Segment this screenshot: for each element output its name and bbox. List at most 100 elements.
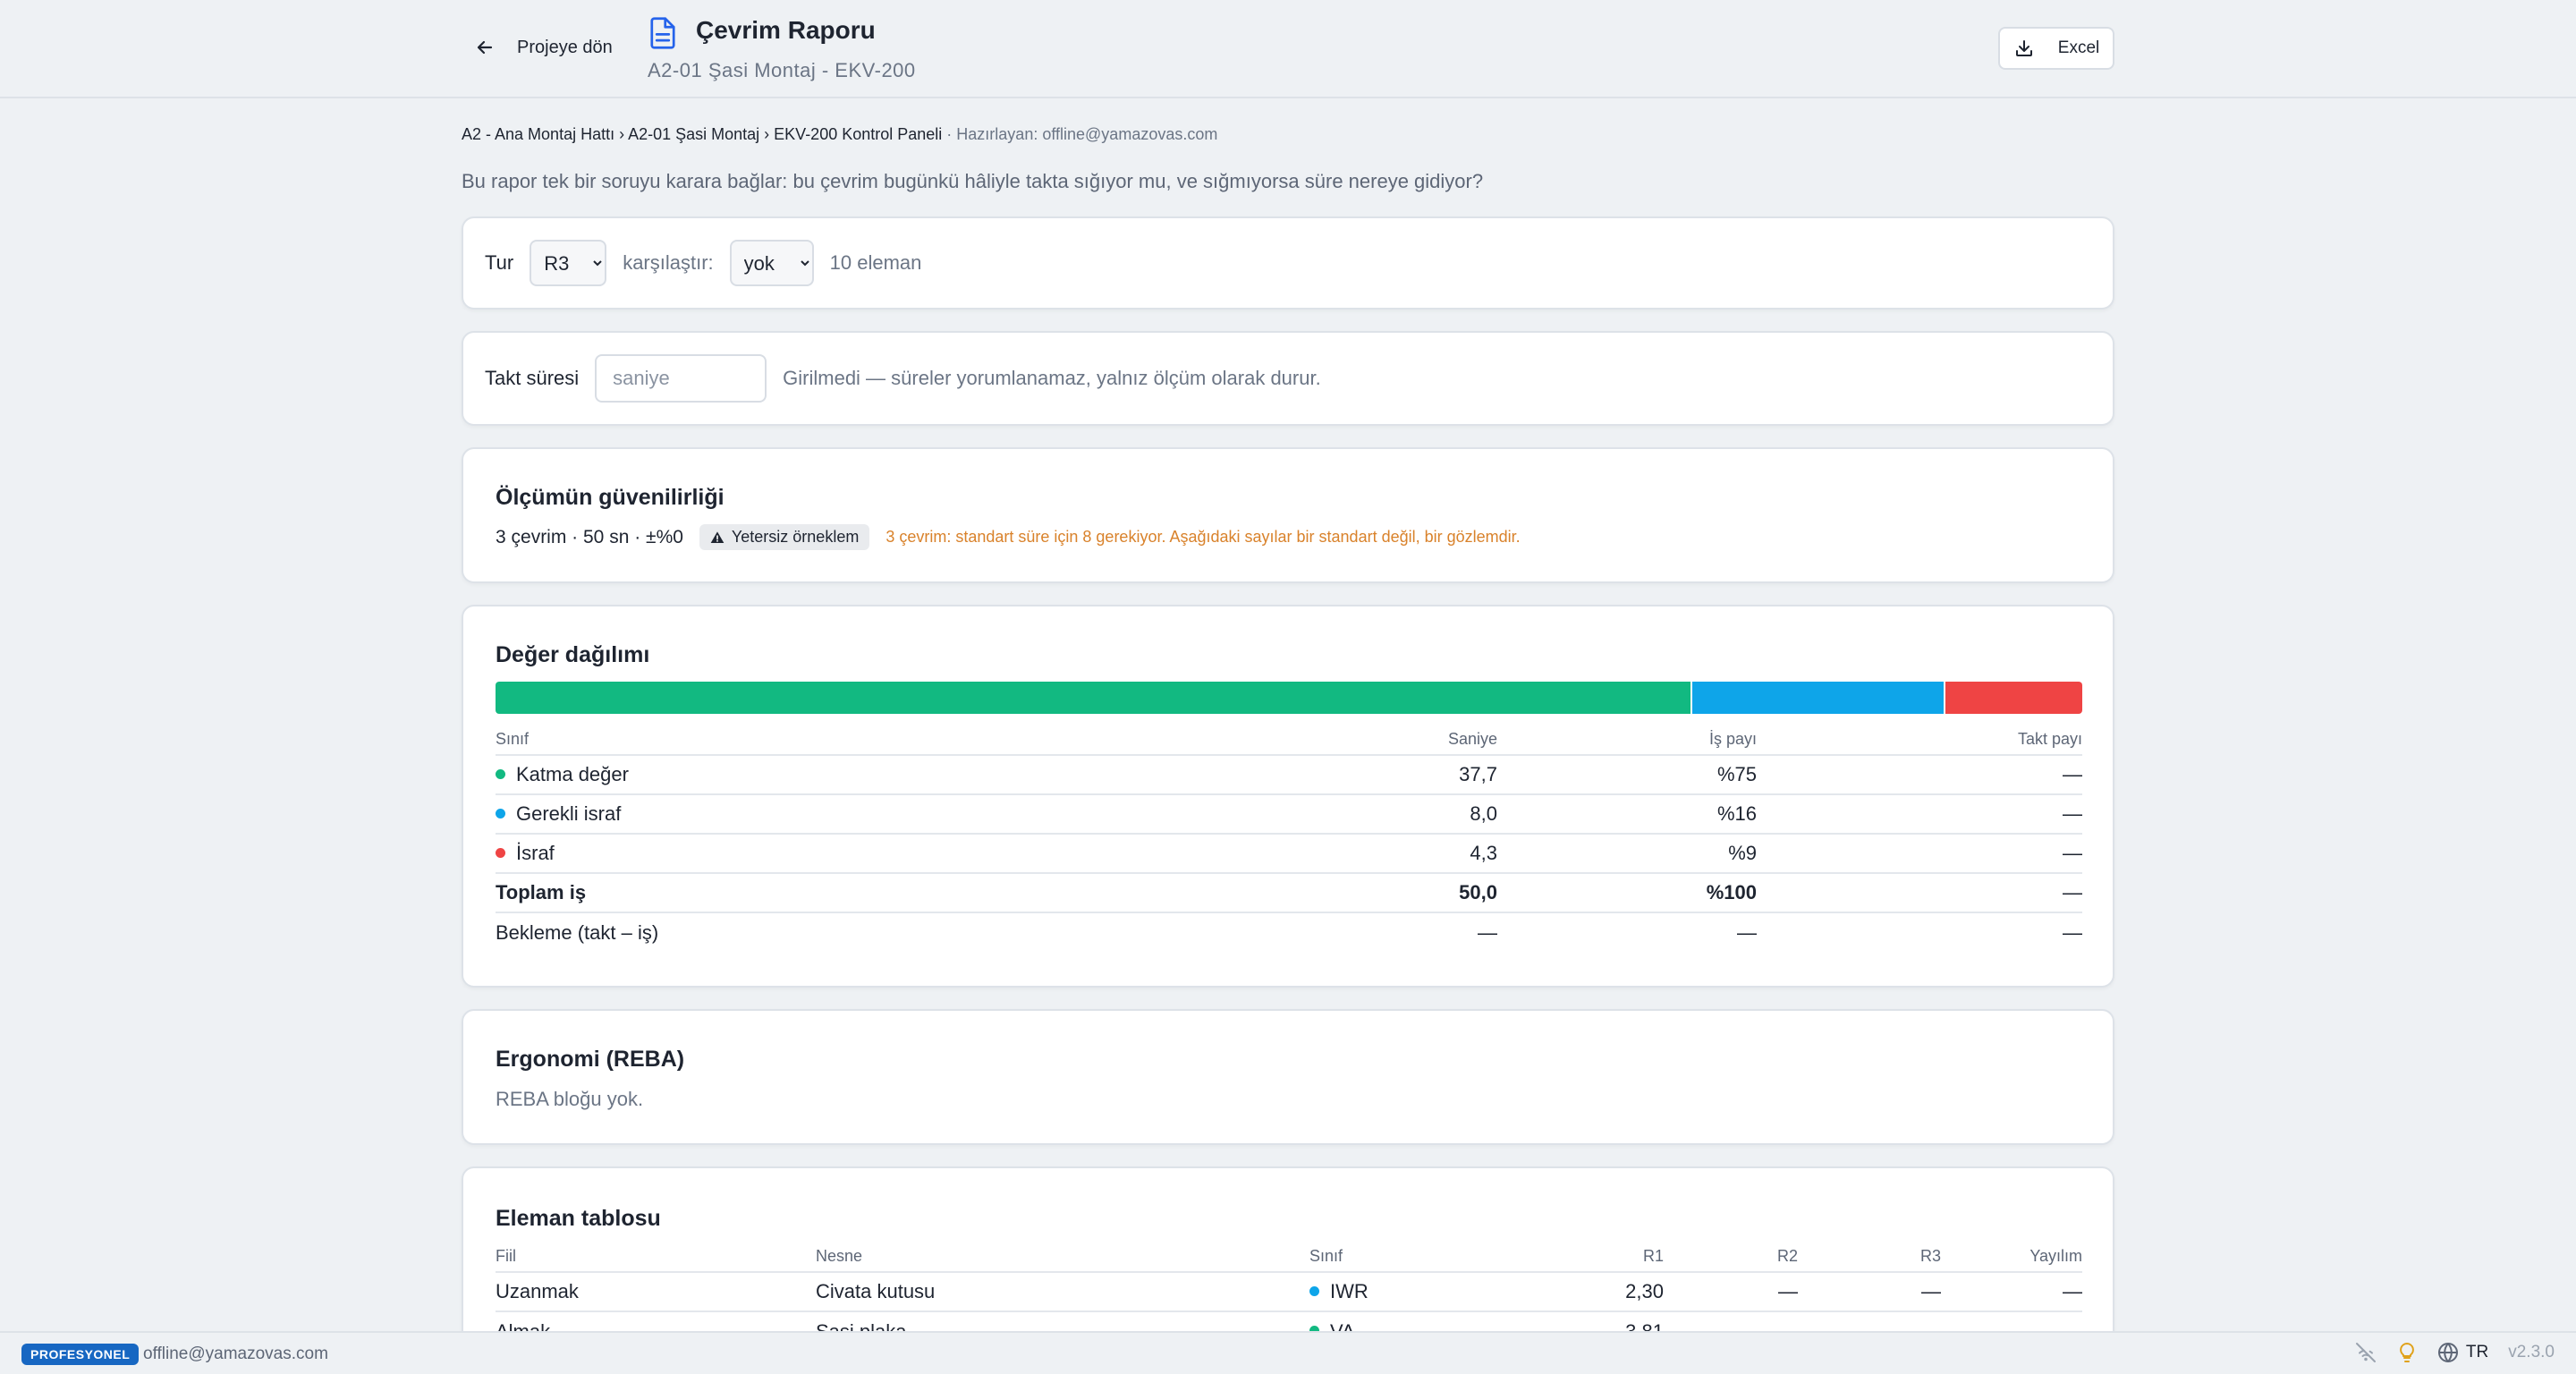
reliability-title: Ölçümün güvenilirliği	[496, 485, 724, 510]
ergonomics-card: Ergonomi (REBA) REBA bloğu yok.	[462, 1009, 2114, 1145]
distribution-segment-1	[496, 682, 1692, 714]
excel-label: Excel	[2057, 38, 2100, 57]
takt-note: Girilmedi — süreler yorumlanamaz, yalnız…	[783, 367, 1321, 389]
total-label: Toplam iş	[496, 873, 1005, 913]
row-label: Gerekli israf	[516, 802, 622, 825]
table-row[interactable]: Uzanmak Civata kutusu IWR 2,30 — — —	[496, 1272, 2082, 1312]
distribution-segment-3	[1945, 682, 2082, 714]
distribution-title: Değer dağılımı	[496, 642, 650, 667]
waste-dot-icon	[496, 847, 505, 858]
breadcrumb-meta: · Hazırlayan: offline@yamazovas.com	[942, 125, 1218, 143]
col-r1: R1	[1488, 1245, 1664, 1273]
element-table: Fiil Nesne Sınıf R1 R2 R3 Yayılım Uzanma…	[496, 1245, 2082, 1351]
row-seconds: 37,7	[1005, 755, 1497, 795]
va-dot-icon	[1309, 1326, 1319, 1336]
round-selector-card: Tur R3 karşılaştır: yok 10 eleman	[462, 216, 2114, 310]
round-label: Tur	[485, 251, 514, 274]
total-takt-share: —	[1757, 873, 2082, 913]
element-object: Civata kutusu	[816, 1272, 1309, 1312]
round-select[interactable]: R3	[530, 240, 607, 286]
document-icon	[650, 17, 675, 49]
distribution-bar	[496, 682, 2082, 714]
element-header-row: Fiil Nesne Sınıf R1 R2 R3 Yayılım	[496, 1245, 2082, 1273]
element-verb: Uzanmak	[496, 1272, 816, 1312]
lightbulb-icon[interactable]	[2396, 1342, 2418, 1363]
col-takt-share: Takt payı	[1757, 728, 2082, 756]
total-work-share: %100	[1497, 873, 1757, 913]
warning-icon	[710, 530, 724, 543]
value-distribution-card: Değer dağılımı Sınıf Saniye İş payı Takt…	[462, 605, 2114, 988]
excel-export-button[interactable]: Excel	[1998, 27, 2114, 70]
col-work-share: İş payı	[1497, 728, 1757, 756]
col-object: Nesne	[816, 1245, 1309, 1273]
col-class: Sınıf	[496, 728, 1005, 756]
takt-label: Takt süresi	[485, 367, 580, 389]
wifi-off-icon[interactable]	[2355, 1342, 2377, 1363]
status-bar: PROFESYONEL offline@yamazovas.com TR v2.…	[0, 1331, 2576, 1374]
row-seconds: 4,3	[1005, 834, 1497, 874]
wait-label: Bekleme (takt – iş)	[496, 920, 659, 944]
ergonomics-text: REBA bloğu yok.	[496, 1088, 644, 1110]
top-header: Projeye dön Çevrim Raporu A2-01 Şasi Mon…	[0, 0, 2576, 98]
sample-warning: 3 çevrim: standart süre için 8 gerekiyor…	[886, 528, 1521, 546]
element-class: IWR	[1330, 1280, 1368, 1302]
col-r3: R3	[1798, 1245, 1941, 1273]
insufficient-sample-badge: Yetersiz örneklem	[699, 524, 870, 550]
element-r2: —	[1664, 1272, 1798, 1312]
plan-badge: PROFESYONEL	[21, 1344, 140, 1365]
col-class: Sınıf	[1309, 1245, 1488, 1273]
row-work-share: %16	[1497, 794, 1757, 835]
element-r3: —	[1798, 1272, 1941, 1312]
compare-select[interactable]: yok	[729, 240, 814, 286]
total-work-row: Toplam iş 50,0 %100 —	[496, 873, 2082, 913]
iwr-dot-icon	[1309, 1285, 1319, 1296]
wait-row: Bekleme (takt – iş) — — —	[496, 912, 2082, 952]
wait-seconds: —	[1478, 920, 1497, 944]
element-table-title: Eleman tablosu	[496, 1206, 661, 1231]
ergonomics-title: Ergonomi (REBA)	[496, 1047, 685, 1072]
report-intro: Bu rapor tek bir soruyu karara bağlar: b…	[462, 170, 1484, 192]
reliability-stats: 3 çevrim · 50 sn · ±%0	[496, 526, 683, 547]
row-seconds: 8,0	[1005, 794, 1497, 835]
footer-email: offline@yamazovas.com	[143, 1344, 328, 1363]
arrow-left-icon	[477, 40, 493, 55]
total-seconds: 50,0	[1005, 873, 1497, 913]
row-takt-share: —	[1757, 834, 2082, 874]
language-switcher[interactable]: TR	[2437, 1342, 2488, 1363]
page-subtitle: A2-01 Şasi Montaj - EKV-200	[648, 59, 916, 81]
row-label: Katma değer	[516, 763, 629, 785]
table-row: Katma değer 37,7 %75 —	[496, 755, 2082, 795]
back-to-project-button[interactable]: Projeye dön	[462, 27, 625, 68]
app-version: v2.3.0	[2508, 1343, 2555, 1361]
element-count: 10 eleman	[829, 251, 922, 274]
row-takt-share: —	[1757, 794, 2082, 835]
col-r2: R2	[1664, 1245, 1798, 1273]
element-spread: —	[1941, 1272, 2082, 1312]
badge-label: Yetersiz örneklem	[731, 528, 860, 546]
wait-takt-share: —	[2063, 920, 2082, 944]
col-spread: Yayılım	[1941, 1245, 2082, 1273]
reliability-card: Ölçümün güvenilirliği 3 çevrim · 50 sn ·…	[462, 447, 2114, 583]
page-title: Çevrim Raporu	[696, 16, 876, 44]
back-label: Projeye dön	[517, 37, 613, 57]
breadcrumb: A2 - Ana Montaj Hattı › A2-01 Şasi Monta…	[462, 125, 1217, 144]
row-work-share: %9	[1497, 834, 1757, 874]
globe-icon	[2437, 1343, 2458, 1362]
distribution-segment-2	[1691, 682, 1946, 714]
row-takt-share: —	[1757, 755, 2082, 795]
takt-seconds-input[interactable]	[595, 354, 767, 403]
table-row: Gerekli israf 8,0 %16 —	[496, 794, 2082, 835]
breadcrumb-path: A2 - Ana Montaj Hattı › A2-01 Şasi Monta…	[462, 125, 943, 143]
row-label: İsraf	[516, 842, 555, 864]
compare-label: karşılaştır:	[623, 251, 714, 274]
download-icon	[2015, 40, 2032, 56]
wait-work-share: —	[1737, 920, 1757, 944]
col-seconds: Saniye	[1005, 728, 1497, 756]
language-label: TR	[2465, 1343, 2489, 1361]
distribution-header-row: Sınıf Saniye İş payı Takt payı	[496, 728, 2082, 756]
row-work-share: %75	[1497, 755, 1757, 795]
table-row: İsraf 4,3 %9 —	[496, 834, 2082, 874]
element-r1: 2,30	[1488, 1272, 1664, 1312]
distribution-table: Sınıf Saniye İş payı Takt payı Katma değ…	[496, 728, 2082, 952]
col-verb: Fiil	[496, 1245, 816, 1273]
